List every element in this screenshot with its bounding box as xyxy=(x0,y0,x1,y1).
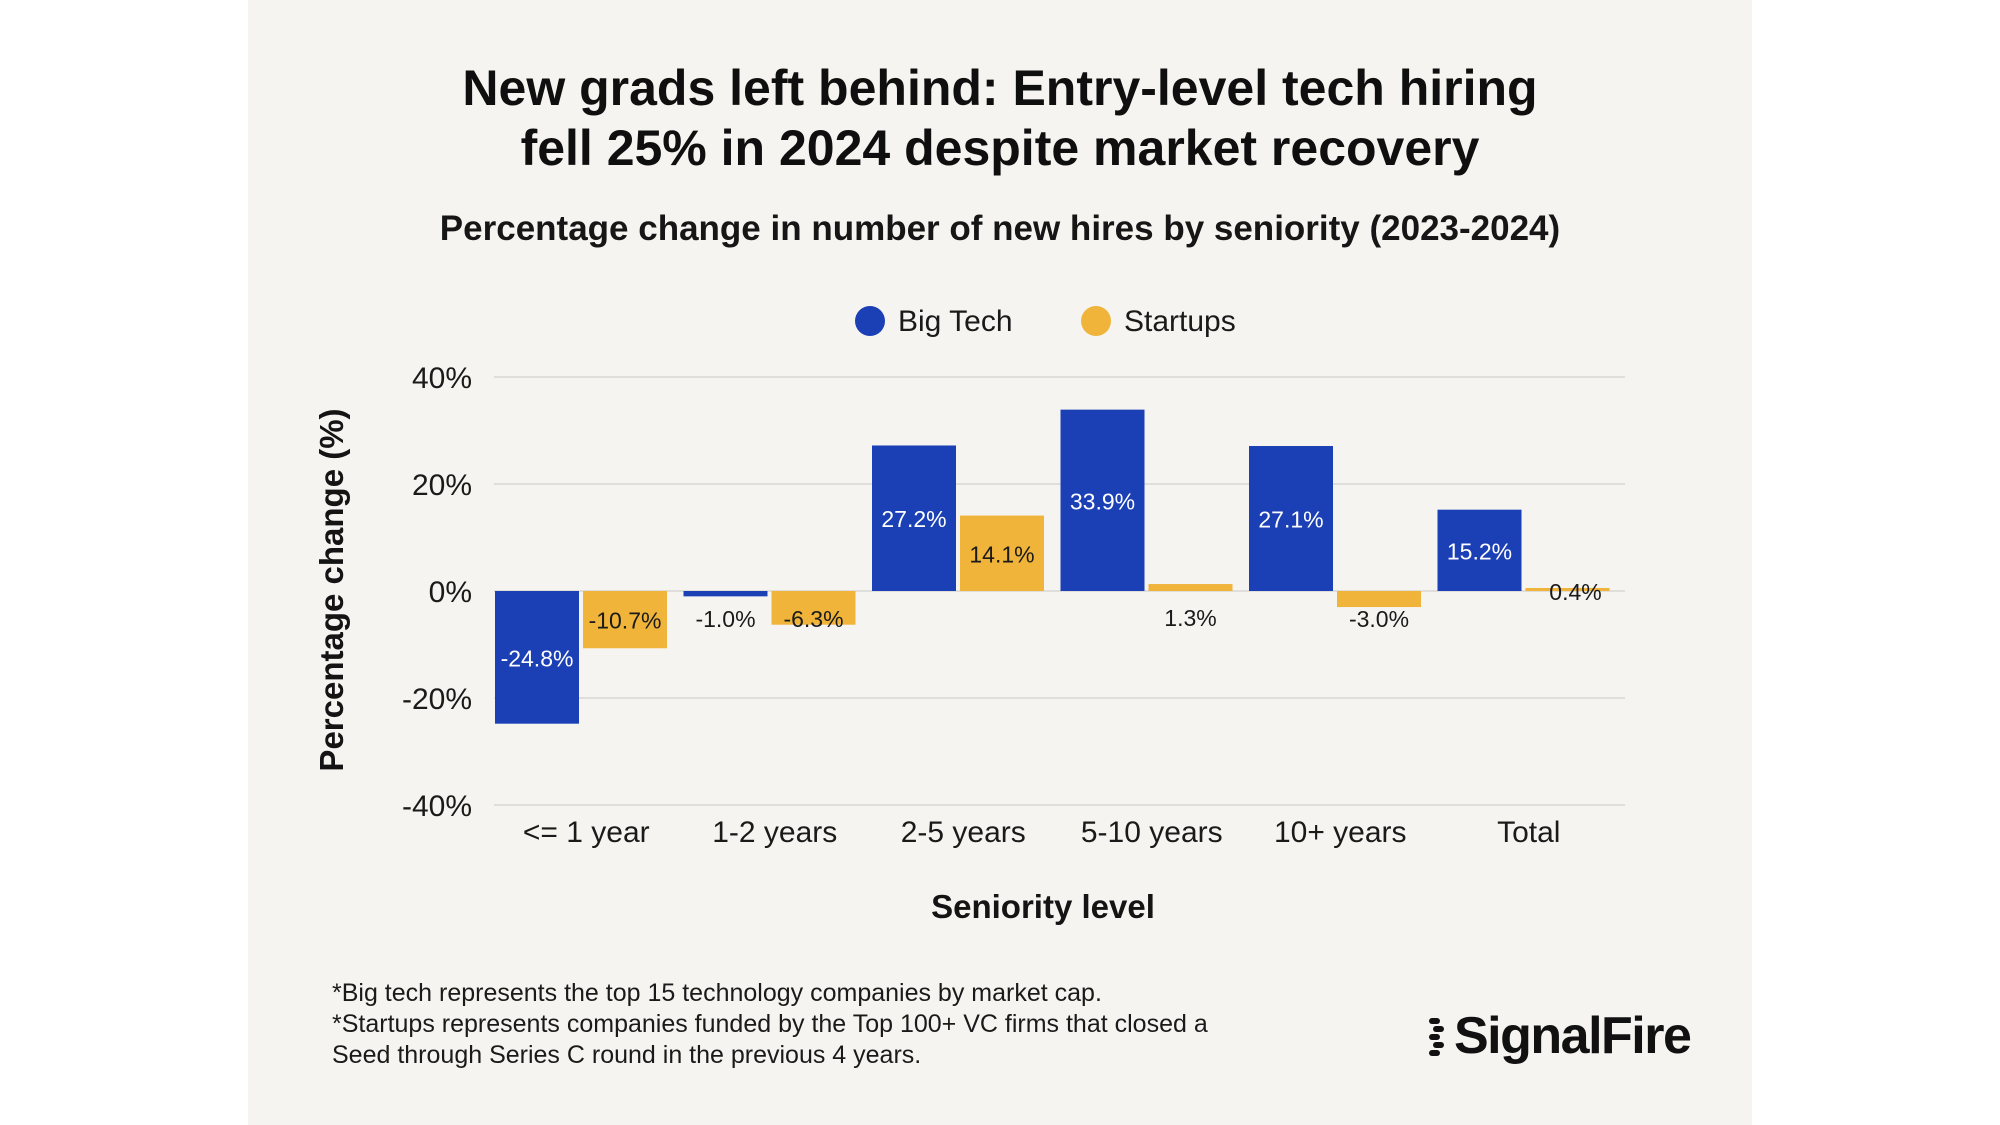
title-line-1: New grads left behind: Entry-level tech … xyxy=(462,60,1538,116)
bar-startups-3 xyxy=(960,515,1044,591)
y-tick-label: -20% xyxy=(402,683,472,716)
y-tick-label: 20% xyxy=(412,469,472,502)
y-tick-label: 0% xyxy=(429,576,472,609)
label-big-tech-4: 33.9% xyxy=(1070,488,1135,514)
bar-big-tech-6 xyxy=(1437,509,1522,591)
y-axis-title: Percentage change (%) xyxy=(313,408,350,771)
x-axis-title: Seniority level xyxy=(931,888,1155,925)
bar-big-tech-5 xyxy=(1249,446,1333,591)
label-startups-3: 14.1% xyxy=(969,541,1034,567)
legend-big-tech-swatch xyxy=(855,306,885,336)
signalfire-logo-icon xyxy=(1429,1018,1444,1056)
label-big-tech-5: 27.1% xyxy=(1258,507,1323,533)
bar-big-tech-3 xyxy=(872,445,956,591)
legend-startups-label: Startups xyxy=(1124,305,1236,338)
bar-startups-2 xyxy=(771,591,856,625)
label-big-tech-3: 27.2% xyxy=(881,506,946,532)
bar-big-tech-1 xyxy=(495,591,579,724)
bar-startups-4 xyxy=(1148,584,1233,591)
x-tick-label: 10+ years xyxy=(1274,816,1407,849)
bar-startups-5 xyxy=(1337,591,1421,608)
footnote-startups-line-1: *Startups represents companies funded by… xyxy=(332,1010,1208,1038)
footnote-big-tech: *Big tech represents the top 15 technolo… xyxy=(332,979,1102,1007)
footnote-startups-line-2: Seed through Series C round in the previ… xyxy=(332,1041,922,1069)
signalfire-logo: SignalFire xyxy=(1428,1006,1692,1066)
y-tick-label: 40% xyxy=(412,362,472,395)
label-startups-1: -10.7% xyxy=(589,608,662,634)
x-tick-label: <= 1 year xyxy=(523,816,650,849)
label-big-tech-1: -24.8% xyxy=(501,645,574,671)
label-startups-6: 0.4% xyxy=(1549,579,1601,605)
signalfire-logo-text: SignalFire xyxy=(1454,1007,1692,1065)
bar-big-tech-4 xyxy=(1060,409,1145,591)
label-startups-5: -3.0% xyxy=(1349,606,1409,632)
chart-subtitle: Percentage change in number of new hires… xyxy=(439,209,1561,248)
x-tick-label: Total xyxy=(1497,816,1560,849)
x-tick-label: 2-5 years xyxy=(901,816,1026,849)
chart-title: New grads left behind: Entry-level tech … xyxy=(0,58,2000,178)
label-big-tech-6: 15.2% xyxy=(1447,538,1512,564)
bar-startups-6 xyxy=(1525,588,1610,591)
x-tick-label: 1-2 years xyxy=(712,816,837,849)
bar-big-tech-2 xyxy=(683,591,768,597)
label-startups-2: -6.3% xyxy=(783,606,843,632)
bar-startups-1 xyxy=(583,591,667,649)
y-tick-label: -40% xyxy=(402,790,472,823)
footnotes: *Big tech represents the top 15 technolo… xyxy=(332,978,1208,1071)
legend-startups-swatch xyxy=(1081,306,1111,336)
legend-big-tech-label: Big Tech xyxy=(898,305,1013,338)
label-startups-4: 1.3% xyxy=(1164,605,1216,631)
x-tick-label: 5-10 years xyxy=(1081,816,1223,849)
label-big-tech-2: -1.0% xyxy=(695,606,755,632)
title-line-2: fell 25% in 2024 despite market recovery xyxy=(520,120,1480,176)
